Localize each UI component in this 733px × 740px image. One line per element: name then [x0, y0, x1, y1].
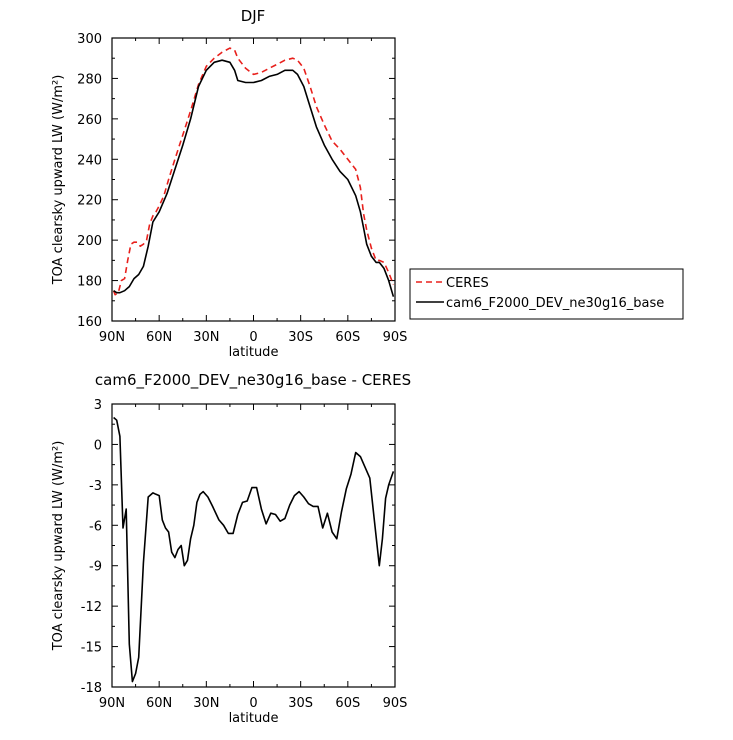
x-tick-label: 90N: [99, 330, 125, 345]
y-tick-label: -6: [89, 519, 102, 534]
y-tick-label: -18: [81, 681, 102, 696]
legend-label: cam6_F2000_DEV_ne30g16_base: [446, 296, 664, 311]
y-tick-label: 260: [77, 113, 102, 128]
y-tick-label: 240: [77, 153, 102, 168]
x-tick-label: 30S: [288, 330, 313, 345]
plot-frame: [111, 403, 396, 688]
y-tick-label: 160: [77, 315, 102, 330]
y-axis-label: TOA clearsky upward LW (W/m²): [51, 441, 66, 652]
x-tick-label: 0: [249, 330, 257, 345]
plot-frame: [111, 37, 396, 322]
chart-panel-2: cam6_F2000_DEV_ne30g16_base - CERES 90N 60…: [51, 371, 411, 726]
x-tick-label: 30S: [288, 696, 313, 711]
y-tick-label: 200: [77, 234, 102, 249]
y-tick-label: -15: [81, 641, 102, 656]
x-tick-label: 30N: [193, 330, 219, 345]
y-tick-label: 3: [94, 398, 102, 413]
x-tick-label: 90S: [383, 330, 408, 345]
chart-panel-1: DJF 90N 60N 30N 0 30S 60S 90S 160 180 200 220 240 260…: [51, 7, 684, 360]
x-tick-label: 60N: [146, 696, 172, 711]
y-tick-label: 280: [77, 72, 102, 87]
series-line-1: [112, 47, 395, 296]
x-tick-label: 0: [249, 696, 257, 711]
y-axis-label: TOA clearsky upward LW (W/m²): [51, 75, 66, 286]
y-tick-label: 0: [94, 438, 102, 453]
x-tick-label: 60S: [335, 330, 360, 345]
x-tick-label: 60S: [335, 696, 360, 711]
legend: CERES cam6_F2000_DEV_ne30g16_base: [409, 268, 684, 320]
x-tick-label: 90N: [99, 696, 125, 711]
chart-title: DJF: [241, 7, 266, 25]
y-tick-label: 180: [77, 275, 102, 290]
x-axis-label: latitude: [229, 345, 279, 360]
chart-title: cam6_F2000_DEV_ne30g16_base - CERES: [95, 371, 411, 390]
legend-box: [409, 268, 684, 320]
y-tick-label: 300: [77, 32, 102, 47]
y-tick-label: -9: [89, 560, 102, 575]
y-tick-label: -3: [89, 479, 102, 494]
x-tick-label: 30N: [193, 696, 219, 711]
x-tick-label: 90S: [383, 696, 408, 711]
legend-label: CERES: [446, 276, 489, 291]
series-line-1: [113, 416, 395, 683]
x-axis-label: latitude: [229, 711, 279, 726]
series-line-2: [113, 59, 395, 297]
x-tick-label: 60N: [146, 330, 172, 345]
y-tick-label: 220: [77, 194, 102, 209]
y-tick-label: -12: [81, 600, 102, 615]
